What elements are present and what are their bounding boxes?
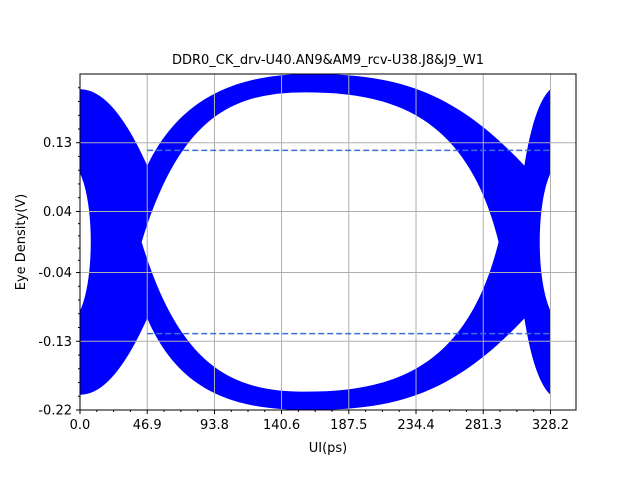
y-tick-label: 0.13 [43,136,72,151]
x-tick-label: 93.8 [200,418,229,433]
chart-title: DDR0_CK_drv-U40.AN9&AM9_rcv-U38.J8&J9_W1 [172,53,484,68]
x-axis: 0.0 46.9 93.8 140.6 187.5 234.4 281.3 328.2 [70,410,569,433]
x-tick-label: 140.6 [263,418,300,433]
x-tick-label: 328.2 [532,418,569,433]
eye-right-notch [539,173,551,311]
x-tick-label: 187.5 [330,418,367,433]
y-axis: 0.13 0.04 -0.04 -0.13 -0.22 [38,87,80,419]
x-tick-label: 0.0 [70,418,91,433]
eye-left-notch [80,173,91,311]
x-tick-label: 234.4 [397,418,434,433]
grid [79,74,576,411]
x-axis-title: UI(ps) [309,441,348,456]
plot-frame [79,73,577,411]
threshold-lines [147,149,551,335]
y-tick-label: -0.22 [38,404,72,419]
x-tick-label: 46.9 [133,418,162,433]
y-tick-label: 0.04 [43,205,72,220]
y-tick-label: -0.04 [38,266,72,281]
x-tick-label: 281.3 [465,418,502,433]
y-tick-label: -0.13 [38,335,72,350]
y-axis-title: Eye Density(V) [14,194,29,291]
eye-opening [141,92,499,392]
eye-density-area [80,74,551,410]
